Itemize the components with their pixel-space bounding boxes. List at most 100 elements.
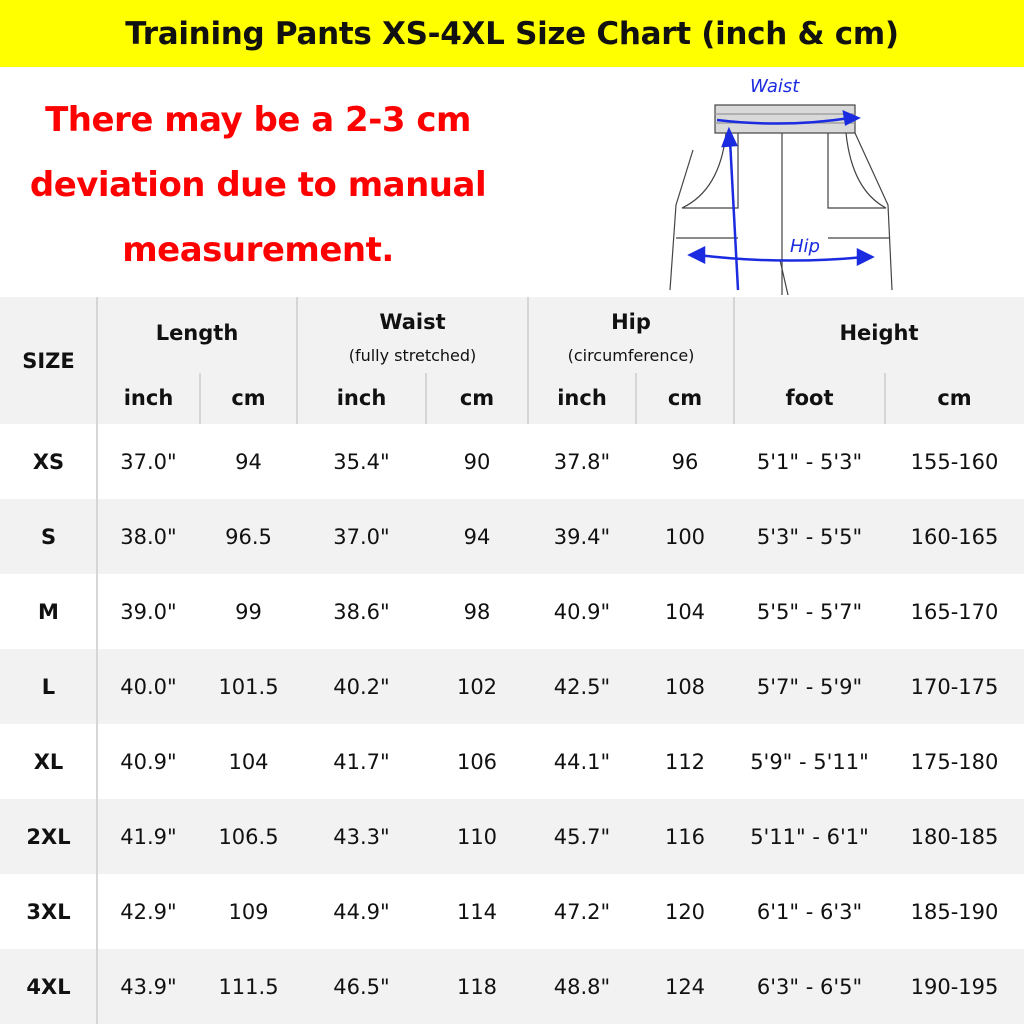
value-cell: 41.7" [333,749,390,774]
table-header [0,297,1024,424]
unit-header: cm [667,386,703,410]
value-cell: 37.8" [553,449,611,474]
unit-header: cm [937,386,972,410]
value-cell: 40.0" [120,674,177,699]
value-cell: 118 [456,974,498,999]
note-line: There may be a 2-3 cm [45,100,471,140]
table-row [0,799,1024,874]
divider [96,297,98,1024]
size-cell: M [38,599,59,624]
value-cell: 47.2" [553,899,611,924]
divider [733,297,735,424]
value-cell: 6'3" - 6'5" [756,974,863,999]
value-cell: 43.9" [120,974,177,999]
divider [199,373,201,424]
value-cell: 40.2" [333,674,390,699]
value-cell: 160-165 [910,524,999,549]
divider [527,297,529,424]
value-cell: 111.5 [218,974,279,999]
divider [635,373,637,424]
value-cell: 190-195 [910,974,999,999]
value-cell: 40.9" [553,599,611,624]
unit-header: inch [557,386,607,410]
measurement-note: There may be a 2-3 cm deviation due to m… [0,88,516,283]
value-cell: 5'1" - 5'3" [756,449,863,474]
value-cell: 109 [228,899,269,924]
value-cell: 180-185 [910,824,999,849]
value-cell: 5'5" - 5'7" [756,599,863,624]
title-bar: Training Pants XS-4XL Size Chart (inch &… [0,0,1024,67]
note-line: measurement. [122,230,394,270]
value-cell: 5'7" - 5'9" [756,674,863,699]
value-cell: 6'1" - 6'3" [756,899,863,924]
size-cell: S [40,524,57,549]
note-line: deviation due to manual [29,165,487,205]
value-cell: 45.7" [553,824,611,849]
value-cell: 42.5" [553,674,611,699]
value-cell: 96 [671,449,699,474]
value-cell: 98 [463,599,491,624]
value-cell: 175-180 [910,749,999,774]
value-cell: 38.6" [333,599,390,624]
table-row [0,499,1024,574]
unit-header: cm [459,386,495,410]
value-cell: 120 [664,899,706,924]
value-cell: 99 [235,599,262,624]
value-cell: 165-170 [910,599,999,624]
value-cell: 44.1" [553,749,611,774]
size-cell: XL [33,749,64,774]
value-cell: 116 [664,824,706,849]
size-cell: XS [32,449,65,474]
value-cell: 37.0" [120,449,177,474]
value-cell: 39.0" [120,599,177,624]
group-header: Height [839,321,919,345]
value-cell: 5'3" - 5'5" [756,524,863,549]
value-cell: 5'9" - 5'11" [750,749,869,774]
value-cell: 48.8" [553,974,611,999]
group-subheader: (circumference) [567,345,695,365]
size-cell: L [41,674,56,699]
value-cell: 96.5 [225,524,272,549]
hip-label: Hip [790,236,820,257]
value-cell: 5'11" - 6'1" [750,824,869,849]
value-cell: 44.9" [333,899,390,924]
size-cell: 3XL [26,899,71,924]
waist-label: Waist [750,76,800,97]
value-cell: 104 [228,749,269,774]
value-cell: 185-190 [910,899,999,924]
value-cell: 43.3" [333,824,390,849]
value-cell: 39.4" [553,524,611,549]
value-cell: 155-160 [910,449,999,474]
value-cell: 101.5 [218,674,279,699]
value-cell: 35.4" [333,449,390,474]
size-cell: 4XL [26,974,71,999]
divider [884,373,886,424]
unit-header: cm [231,386,266,410]
group-header: Waist [379,310,446,334]
table-row [0,949,1024,1024]
group-header: Length [155,321,239,345]
value-cell: 104 [664,599,706,624]
value-cell: 94 [235,449,262,474]
value-cell: 42.9" [120,899,177,924]
table-row [0,649,1024,724]
value-cell: 100 [664,524,706,549]
unit-header: foot [785,386,834,410]
value-cell: 108 [664,674,706,699]
value-cell: 110 [456,824,498,849]
value-cell: 37.0" [333,524,390,549]
value-cell: 106.5 [218,824,279,849]
value-cell: 90 [463,449,491,474]
divider [296,297,298,424]
value-cell: 41.9" [120,824,177,849]
value-cell: 124 [664,974,706,999]
value-cell: 112 [664,749,706,774]
value-cell: 102 [456,674,498,699]
value-cell: 40.9" [120,749,177,774]
value-cell: 38.0" [120,524,177,549]
page-title: Training Pants XS-4XL Size Chart (inch &… [125,15,899,52]
group-subheader: (fully stretched) [348,345,477,365]
unit-header: inch [336,386,387,410]
size-cell: 2XL [26,824,71,849]
value-cell: 94 [463,524,491,549]
